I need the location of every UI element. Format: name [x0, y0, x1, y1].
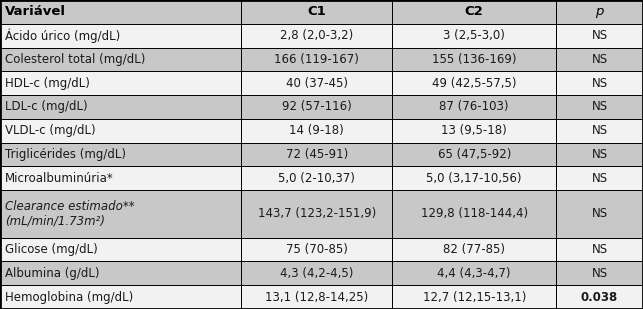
Bar [556, 190, 643, 238]
Bar [241, 166, 392, 190]
Bar [0, 48, 241, 71]
Text: NS: NS [592, 100, 608, 113]
Bar [0, 95, 241, 119]
Text: Ácido úrico (mg/dL): Ácido úrico (mg/dL) [5, 28, 120, 43]
Text: 4,3 (4,2-4,5): 4,3 (4,2-4,5) [280, 267, 354, 280]
Text: 13,1 (12,8-14,25): 13,1 (12,8-14,25) [265, 291, 368, 304]
Text: NS: NS [592, 172, 608, 185]
Bar [556, 0, 643, 24]
Bar [0, 71, 241, 95]
Bar [556, 261, 643, 285]
Text: 166 (119-167): 166 (119-167) [275, 53, 359, 66]
Text: Hemoglobina (mg/dL): Hemoglobina (mg/dL) [5, 291, 133, 304]
Text: HDL-c (mg/dL): HDL-c (mg/dL) [5, 77, 90, 90]
Text: 5,0 (3,17-10,56): 5,0 (3,17-10,56) [426, 172, 522, 185]
Text: LDL-c (mg/dL): LDL-c (mg/dL) [5, 100, 87, 113]
Text: 49 (42,5-57,5): 49 (42,5-57,5) [432, 77, 516, 90]
Bar [556, 166, 643, 190]
Text: 129,8 (118-144,4): 129,8 (118-144,4) [421, 207, 528, 220]
Bar [0, 119, 241, 143]
Text: Albumina (g/dL): Albumina (g/dL) [5, 267, 100, 280]
Bar [392, 71, 556, 95]
Text: 75 (70-85): 75 (70-85) [285, 243, 348, 256]
Bar [241, 48, 392, 71]
Bar [0, 143, 241, 166]
Bar [241, 0, 392, 24]
Text: C1: C1 [307, 5, 326, 18]
Bar [556, 143, 643, 166]
Text: 5,0 (2-10,37): 5,0 (2-10,37) [278, 172, 355, 185]
Text: 72 (45-91): 72 (45-91) [285, 148, 348, 161]
Bar [0, 285, 241, 309]
Text: 12,7 (12,15-13,1): 12,7 (12,15-13,1) [422, 291, 526, 304]
Bar [241, 190, 392, 238]
Bar [392, 166, 556, 190]
Bar [392, 48, 556, 71]
Bar [0, 166, 241, 190]
Bar [392, 261, 556, 285]
Text: 92 (57-116): 92 (57-116) [282, 100, 352, 113]
Text: 4,4 (4,3-4,7): 4,4 (4,3-4,7) [437, 267, 511, 280]
Text: 143,7 (123,2-151,9): 143,7 (123,2-151,9) [258, 207, 376, 220]
Bar [241, 261, 392, 285]
Bar [0, 190, 241, 238]
Bar [556, 238, 643, 261]
Bar [241, 143, 392, 166]
Text: 87 (76-103): 87 (76-103) [439, 100, 509, 113]
Text: NS: NS [592, 207, 608, 220]
Bar [392, 285, 556, 309]
Bar [556, 24, 643, 48]
Text: C2: C2 [465, 5, 484, 18]
Bar [241, 95, 392, 119]
Text: NS: NS [592, 243, 608, 256]
Bar [556, 48, 643, 71]
Text: 14 (9-18): 14 (9-18) [289, 124, 344, 137]
Bar [0, 0, 241, 24]
Text: 40 (37-45): 40 (37-45) [285, 77, 348, 90]
Text: Microalbuminúria*: Microalbuminúria* [5, 172, 114, 185]
Bar [241, 238, 392, 261]
Text: NS: NS [592, 29, 608, 42]
Text: NS: NS [592, 77, 608, 90]
Bar [392, 24, 556, 48]
Bar [0, 261, 241, 285]
Bar [392, 238, 556, 261]
Text: Colesterol total (mg/dL): Colesterol total (mg/dL) [5, 53, 145, 66]
Text: p: p [595, 5, 604, 18]
Text: 0.038: 0.038 [581, 291, 618, 304]
Bar [556, 285, 643, 309]
Text: NS: NS [592, 148, 608, 161]
Text: Triglicérides (mg/dL): Triglicérides (mg/dL) [5, 148, 126, 161]
Text: 82 (77-85): 82 (77-85) [443, 243, 505, 256]
Text: VLDL-c (mg/dL): VLDL-c (mg/dL) [5, 124, 96, 137]
Text: 13 (9,5-18): 13 (9,5-18) [441, 124, 507, 137]
Text: Clearance estimado**
(mL/min/1.73m²): Clearance estimado** (mL/min/1.73m²) [5, 200, 135, 228]
Bar [392, 119, 556, 143]
Text: Variável: Variável [5, 5, 66, 18]
Bar [0, 24, 241, 48]
Bar [392, 95, 556, 119]
Text: 2,8 (2,0-3,2): 2,8 (2,0-3,2) [280, 29, 353, 42]
Bar [556, 71, 643, 95]
Bar [0, 238, 241, 261]
Text: NS: NS [592, 124, 608, 137]
Text: 3 (2,5-3,0): 3 (2,5-3,0) [443, 29, 505, 42]
Text: 155 (136-169): 155 (136-169) [432, 53, 516, 66]
Bar [556, 95, 643, 119]
Text: Glicose (mg/dL): Glicose (mg/dL) [5, 243, 98, 256]
Bar [392, 143, 556, 166]
Bar [241, 71, 392, 95]
Bar [241, 119, 392, 143]
Text: NS: NS [592, 53, 608, 66]
Text: NS: NS [592, 267, 608, 280]
Bar [392, 190, 556, 238]
Text: 65 (47,5-92): 65 (47,5-92) [437, 148, 511, 161]
Bar [392, 0, 556, 24]
Bar [241, 285, 392, 309]
Bar [241, 24, 392, 48]
Bar [556, 119, 643, 143]
